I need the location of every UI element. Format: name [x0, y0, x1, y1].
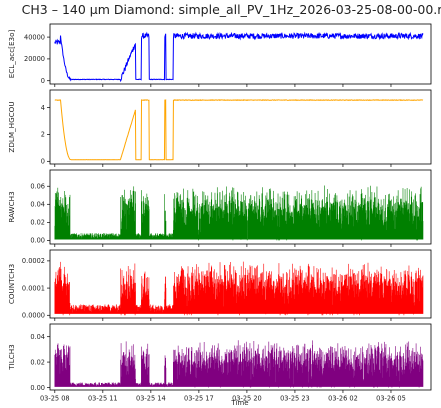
x-tick-label: 03-25 20 [232, 395, 262, 403]
series-line [54, 340, 424, 388]
y-tick-label: 0.00 [30, 237, 45, 245]
x-tick-label: 03-26 02 [328, 395, 358, 403]
x-tick-label: 03-25 14 [136, 395, 166, 403]
y-tick-label: 20000 [24, 55, 45, 63]
series-line [54, 31, 424, 83]
panel-frame [49, 23, 432, 85]
panel-4: 0.0000 0.0001 0.0002 COUNTCH3 [7, 249, 432, 321]
panel-frame [49, 89, 432, 165]
y-tick-label: 2 [41, 131, 45, 139]
y-tick-label: 0.02 [30, 358, 45, 366]
y-tick-label: 0.04 [30, 333, 45, 341]
y-tick-label: 0.0001 [22, 284, 45, 292]
y-tick-label: 0.04 [30, 201, 45, 209]
panel-3: 0.00 0.02 0.04 0.06 RAWCH3 [7, 169, 432, 247]
y-axis-label: TILCH3 [7, 344, 16, 371]
panel-5: 0.00 0.02 0.04 TILCH3 03-25 08 03-25 11 03-25 … [7, 323, 432, 403]
panel-frame [49, 249, 432, 319]
panel-2: 0 2 4 ZDLM_HGCOU [7, 89, 432, 167]
x-tick-label: 03-25 11 [88, 395, 118, 403]
y-tick-label: 0.0000 [22, 312, 45, 320]
y-tick-label: 0.0002 [22, 257, 45, 265]
y-tick-label: 0 [41, 77, 45, 85]
y-tick-label: 4 [41, 104, 45, 112]
panel-frame [49, 323, 432, 391]
y-tick-label: 0 [41, 158, 45, 166]
x-axis-label: Time [230, 399, 248, 407]
panels: 0 20000 40000 ECL_acc[E3o] 0 2 4 ZDLM_HGCOU 0.00… [7, 23, 432, 403]
series-line [54, 261, 424, 316]
y-axis-label: ECL_acc[E3o] [7, 30, 16, 79]
y-tick-label: 0.00 [30, 384, 45, 392]
x-tick-label: 03-26 05 [376, 395, 406, 403]
y-axis-label: RAWCH3 [7, 191, 16, 222]
y-tick-label: 0.06 [30, 183, 45, 191]
panel-1: 0 20000 40000 ECL_acc[E3o] [7, 23, 432, 87]
y-axis-label: COUNTCH3 [7, 264, 16, 304]
panel-frame [49, 169, 432, 245]
x-tick-label: 03-25 23 [280, 395, 310, 403]
series-line [54, 185, 424, 241]
chart-title: CH3 – 140 µm Diamond: simple_all_PV_1Hz_… [22, 2, 441, 17]
y-tick-label: 0.02 [30, 219, 45, 227]
y-tick-label: 40000 [24, 33, 45, 41]
series-line [54, 99, 424, 161]
x-tick-label: 03-25 08 [40, 395, 70, 403]
y-axis-label: ZDLM_HGCOU [7, 101, 16, 152]
x-tick-label: 03-25 17 [184, 395, 214, 403]
